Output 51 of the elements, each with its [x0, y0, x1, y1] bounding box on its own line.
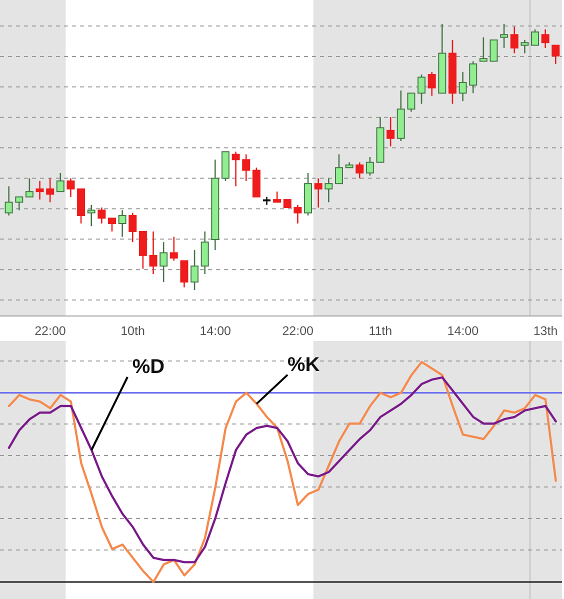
candlestick — [552, 44, 560, 65]
candlestick — [469, 60, 478, 94]
candlestick — [541, 28, 550, 49]
candlestick — [87, 204, 96, 227]
candlestick — [490, 39, 498, 62]
x-tick-label: 22:00 — [34, 324, 66, 338]
candlestick — [170, 236, 178, 262]
candlestick — [366, 156, 374, 176]
candlestick — [428, 71, 436, 96]
candlestick — [458, 71, 467, 102]
x-tick-label: 14:00 — [200, 324, 232, 338]
text: %D — [132, 356, 165, 378]
candlestick — [418, 74, 426, 104]
candlestick — [386, 116, 395, 148]
candlestick — [15, 196, 24, 211]
x-tick-label: 10th — [120, 324, 145, 338]
candlestick — [149, 230, 158, 275]
candlestick — [356, 162, 364, 179]
candlestick — [138, 230, 147, 270]
text: %K — [287, 354, 320, 376]
candlestick — [242, 154, 250, 182]
candlestick — [98, 206, 106, 224]
candlestick — [190, 249, 199, 291]
candlestick — [36, 180, 44, 200]
x-tick-label: 22:00 — [282, 324, 314, 338]
candlestick — [294, 204, 302, 224]
candlestick — [46, 178, 54, 203]
x-tick-label: 14:00 — [447, 324, 479, 338]
x-tick-label: 13th — [533, 324, 558, 338]
x-tick-label: 11th — [368, 324, 392, 338]
candlestick — [407, 92, 416, 112]
candlestick — [500, 23, 508, 49]
candlestick — [118, 210, 126, 238]
candlestick — [4, 186, 13, 216]
candlestick — [180, 260, 188, 288]
candlestick — [56, 172, 64, 192]
candlestick — [334, 154, 343, 184]
candlestick — [160, 241, 168, 283]
candlestick — [479, 36, 488, 62]
candlestick — [520, 39, 529, 54]
candlestick — [232, 151, 240, 187]
candlestick — [273, 190, 282, 203]
candlestick — [510, 26, 518, 54]
candlestick — [128, 212, 137, 243]
candlestick — [66, 178, 75, 198]
candlestick — [531, 28, 540, 46]
candlestick — [324, 178, 333, 203]
candlestick — [200, 230, 209, 275]
candlestick — [314, 178, 322, 208]
candlestick — [25, 178, 34, 198]
candlestick — [108, 218, 116, 232]
